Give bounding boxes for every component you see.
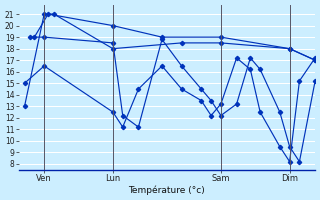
X-axis label: Température (°c): Température (°c) [129, 186, 205, 195]
